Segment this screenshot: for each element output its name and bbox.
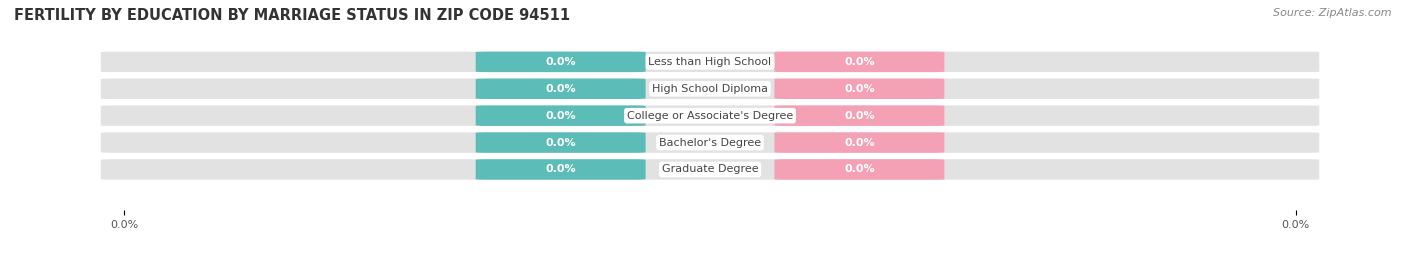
Text: 0.0%: 0.0% <box>844 84 875 94</box>
Text: 0.0%: 0.0% <box>546 84 576 94</box>
FancyBboxPatch shape <box>475 79 645 99</box>
Text: 0.0%: 0.0% <box>844 111 875 121</box>
Text: 0.0%: 0.0% <box>546 164 576 175</box>
Text: 0.0%: 0.0% <box>844 164 875 175</box>
FancyBboxPatch shape <box>475 159 645 180</box>
Text: High School Diploma: High School Diploma <box>652 84 768 94</box>
FancyBboxPatch shape <box>775 132 945 153</box>
Text: 0.0%: 0.0% <box>844 137 875 148</box>
Legend: Married, Unmarried: Married, Unmarried <box>630 266 790 269</box>
Text: Less than High School: Less than High School <box>648 57 772 67</box>
FancyBboxPatch shape <box>475 132 645 153</box>
FancyBboxPatch shape <box>775 159 945 180</box>
FancyBboxPatch shape <box>101 52 1319 72</box>
Text: FERTILITY BY EDUCATION BY MARRIAGE STATUS IN ZIP CODE 94511: FERTILITY BY EDUCATION BY MARRIAGE STATU… <box>14 8 571 23</box>
FancyBboxPatch shape <box>101 132 1319 153</box>
FancyBboxPatch shape <box>775 79 945 99</box>
Text: 0.0%: 0.0% <box>546 111 576 121</box>
FancyBboxPatch shape <box>101 79 1319 99</box>
Text: 0.0%: 0.0% <box>546 57 576 67</box>
Text: Bachelor's Degree: Bachelor's Degree <box>659 137 761 148</box>
FancyBboxPatch shape <box>101 159 1319 180</box>
FancyBboxPatch shape <box>101 105 1319 126</box>
FancyBboxPatch shape <box>475 105 645 126</box>
FancyBboxPatch shape <box>475 52 645 72</box>
FancyBboxPatch shape <box>775 52 945 72</box>
Text: College or Associate's Degree: College or Associate's Degree <box>627 111 793 121</box>
Text: 0.0%: 0.0% <box>546 137 576 148</box>
Text: 0.0%: 0.0% <box>844 57 875 67</box>
Text: Graduate Degree: Graduate Degree <box>662 164 758 175</box>
Text: Source: ZipAtlas.com: Source: ZipAtlas.com <box>1274 8 1392 18</box>
FancyBboxPatch shape <box>775 105 945 126</box>
